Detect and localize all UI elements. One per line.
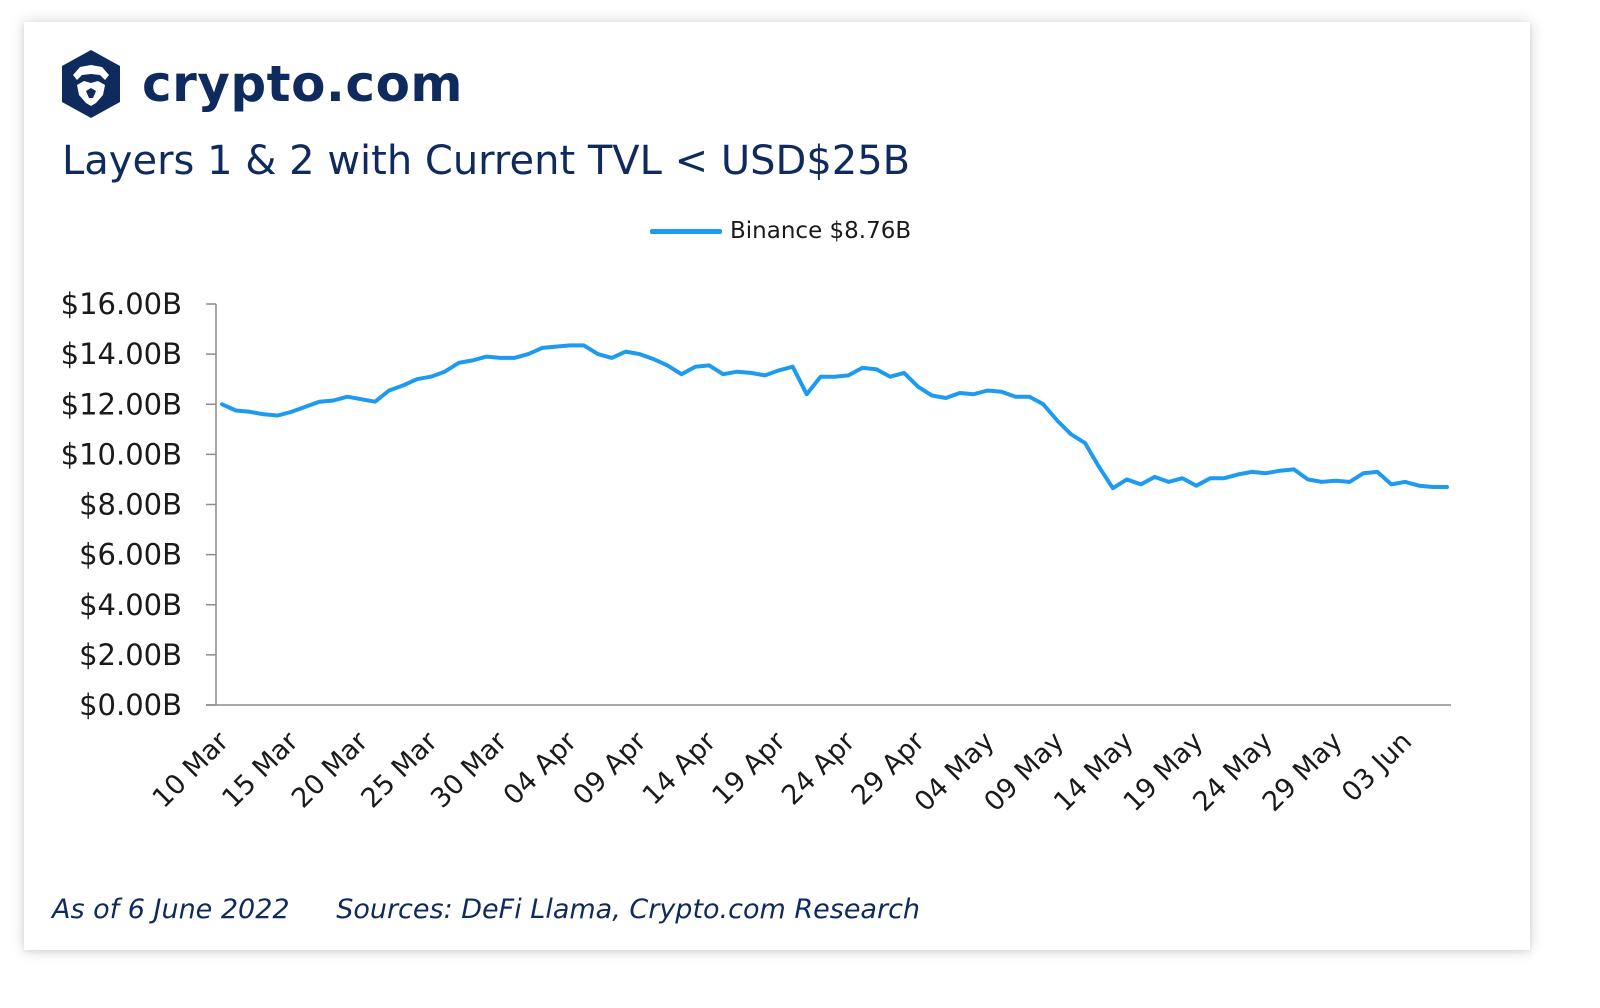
legend-label: Binance $8.76B [730, 218, 912, 244]
y-tick-label: $14.00B [61, 337, 182, 371]
x-tick-label: 30 Mar [425, 725, 514, 814]
chart-card: crypto.com Layers 1 & 2 with Current TVL… [24, 22, 1530, 950]
x-tick-label: 19 Apr [706, 725, 792, 811]
y-tick-label: $10.00B [61, 437, 182, 471]
x-tick-label: 09 Apr [567, 725, 653, 811]
x-tick-label: 10 Mar [147, 725, 236, 814]
x-tick-label: 25 Mar [355, 725, 444, 814]
y-tick-label: $0.00B [79, 688, 182, 722]
y-tick-label: $12.00B [61, 387, 182, 421]
y-tick-label: $8.00B [79, 488, 182, 522]
x-tick-label: 15 Mar [216, 725, 305, 814]
crypto-com-lion-shield-icon [62, 50, 120, 118]
x-tick-label: 14 Apr [637, 725, 723, 811]
y-axis: $0.00B $2.00B $4.00B $6.00B $8.00B $10.00B $12… [61, 287, 217, 722]
brand-header: crypto.com [60, 48, 463, 120]
brand-name: crypto.com [142, 55, 464, 113]
x-tick-label: 04 Apr [498, 725, 584, 811]
series-line-binance [220, 343, 1449, 491]
chart-title: Layers 1 & 2 with Current TVL < USD$25B [62, 138, 911, 184]
x-tick-label: 20 Mar [286, 725, 375, 814]
y-tick-label: $4.00B [79, 588, 182, 622]
sources-note: Sources: DeFi Llama, Crypto.com Research [336, 894, 921, 925]
legend-swatch [650, 228, 722, 234]
y-tick-label: $2.00B [79, 638, 182, 672]
as-of-date: As of 6 June 2022 [52, 894, 290, 925]
y-tick-label: $6.00B [79, 538, 182, 572]
x-tick-label: 24 Apr [776, 725, 862, 811]
y-tick-label: $16.00B [61, 287, 182, 321]
legend: Binance $8.76B [650, 218, 911, 244]
x-tick-label: 03 Jun [1336, 726, 1418, 808]
footer-note: As of 6 June 2022 Sources: DeFi Llama, C… [52, 894, 920, 925]
